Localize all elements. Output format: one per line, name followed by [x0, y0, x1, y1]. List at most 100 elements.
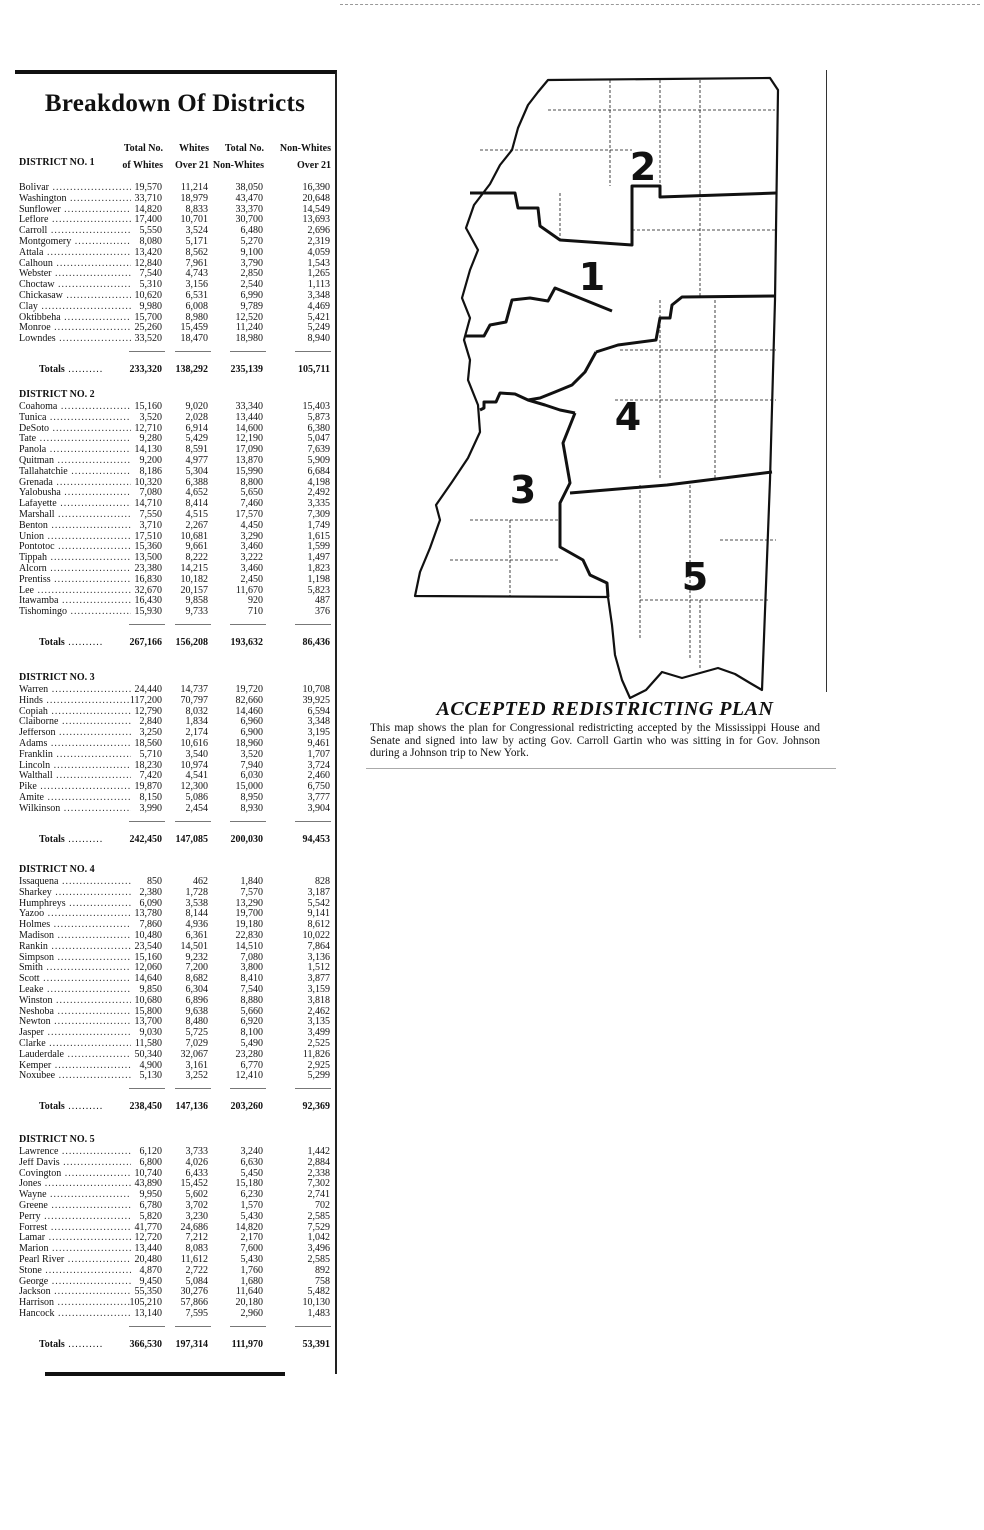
county-name: Washington: [19, 194, 131, 205]
total-whites: 12,060: [134, 962, 163, 974]
total-whites: 7,550: [139, 508, 163, 520]
sum-rule: [19, 1320, 331, 1338]
county-name: Leake: [19, 985, 131, 996]
nonwhites-over-21: 16,390: [302, 182, 331, 193]
whites-over-21: 8,682: [185, 973, 209, 985]
whites-over-21: 70,797: [180, 694, 209, 706]
county-row: Attala 13,420 8,562 9,100 4,059: [19, 247, 331, 259]
county-name: Yalobusha: [19, 488, 131, 499]
county-name: Issaquena: [19, 877, 131, 888]
totals-nonwhites: 203,260: [230, 1101, 264, 1113]
whites-over-21: 5,171: [185, 235, 209, 247]
total-whites: 3,990: [139, 802, 163, 814]
county-row: Lamar 12,720 7,212 2,170 1,042: [19, 1233, 331, 1244]
total-whites: 6,780: [139, 1199, 163, 1211]
whites-over-21: 10,974: [180, 759, 209, 771]
totals-nonwhites-over-21: 53,391: [302, 1338, 331, 1350]
total-nonwhites: 6,960: [240, 716, 264, 728]
total-whites: 2,840: [139, 716, 163, 728]
county-row: Adams 18,560 10,616 18,960 9,461: [19, 738, 331, 750]
totals-nonwhites: 235,139: [230, 363, 264, 375]
total-nonwhites: 33,370: [235, 203, 264, 215]
county-row: Issaquena 850 462 1,840 828: [19, 876, 331, 888]
whites-over-21: 2,267: [185, 519, 209, 531]
whites-over-21: 3,156: [185, 279, 209, 291]
county-name: Calhoun: [19, 259, 131, 270]
county-name: Coahoma: [19, 402, 131, 413]
county-name: Noxubee: [19, 1071, 131, 1082]
county-name: George: [19, 1277, 131, 1288]
whites-over-21: 14,215: [180, 562, 209, 574]
total-whites: 3,520: [139, 411, 163, 423]
county-row: Pearl River 20,480 11,612 5,430 2,585: [19, 1254, 331, 1266]
county-lines: [450, 80, 776, 670]
county-name: Lamar: [19, 1233, 131, 1244]
district-boundary: [569, 470, 773, 495]
total-whites: 13,500: [134, 552, 163, 564]
total-whites: 7,540: [139, 268, 163, 280]
county-row: Marion 13,440 8,083 7,600 3,496: [19, 1243, 331, 1255]
total-whites: 105,210: [129, 1297, 163, 1309]
total-whites: 9,450: [139, 1275, 163, 1287]
whites-over-21: 10,182: [180, 573, 209, 585]
county-row: Marshall 7,550 4,515 17,570 7,309: [19, 508, 331, 521]
total-whites: 11,580: [134, 1037, 162, 1049]
county-row: Holmes 7,860 4,936 19,180 8,612: [19, 919, 331, 931]
nonwhites-over-21: 15,403: [302, 401, 331, 412]
total-nonwhites: 2,850: [240, 268, 264, 280]
district-boundary: [527, 398, 576, 415]
county-row: Benton 3,710 2,267 4,450 1,749: [19, 519, 331, 532]
county-name: Franklin: [19, 750, 131, 761]
nonwhites-over-21: 3,777: [307, 791, 331, 803]
nonwhites-over-21: 6,380: [307, 422, 331, 434]
nonwhites-over-21: 1,543: [307, 257, 331, 269]
district-heading: DISTRICT NO. 4: [19, 864, 331, 876]
totals-row: Totals 242,450 147,085 200,030 94,453: [19, 833, 331, 847]
county-row: Grenada 10,320 6,388 8,800 4,198: [19, 476, 331, 489]
whites-over-21: 4,515: [185, 508, 209, 520]
county-row: Prentiss 16,830 10,182 2,450 1,198: [19, 573, 331, 586]
total-whites: 18,230: [134, 759, 163, 771]
county-name: Lafayette: [19, 499, 131, 510]
nonwhites-over-21: 1,198: [307, 573, 331, 585]
total-nonwhites: 43,470: [235, 192, 264, 204]
total-nonwhites: 11,640: [235, 1286, 263, 1298]
total-whites: 9,980: [139, 300, 163, 312]
county-name: Lawrence: [19, 1147, 131, 1158]
totals-whites: 233,320: [129, 363, 163, 375]
total-nonwhites: 8,800: [240, 476, 264, 488]
county-name: Walthall: [19, 771, 131, 782]
total-nonwhites: 3,520: [240, 748, 264, 760]
nonwhites-over-21: 10,022: [302, 929, 331, 941]
sum-rule: [19, 345, 331, 363]
total-nonwhites: 14,510: [235, 940, 264, 952]
county-row: Lafayette 14,710 8,414 7,460 3,335: [19, 498, 331, 510]
county-row: Carroll 5,550 3,524 6,480 2,696: [19, 225, 331, 237]
county-row: Lee 32,670 20,157 11,670 5,823: [19, 585, 331, 597]
whites-over-21: 9,638: [185, 1005, 209, 1017]
nonwhites-over-21: 4,469: [307, 300, 331, 312]
nonwhites-over-21: 6,684: [307, 465, 331, 477]
county-name: Lee: [19, 586, 131, 597]
total-nonwhites: 9,789: [240, 300, 264, 312]
total-whites: 5,130: [139, 1070, 163, 1082]
whites-over-21: 15,459: [180, 322, 209, 334]
total-nonwhites: 15,180: [235, 1178, 264, 1190]
county-name: Tate: [19, 434, 131, 445]
county-row: Sunflower 14,820 8,833 33,370 14,549: [19, 203, 331, 216]
nonwhites-over-21: 1,707: [307, 748, 331, 760]
whites-over-21: 3,252: [185, 1070, 209, 1082]
county-row: Covington 10,740 6,433 5,450 2,338: [19, 1168, 331, 1180]
county-row: Warren 24,440 14,737 19,720 10,708: [19, 684, 331, 696]
county-row: Franklin 5,710 3,540 3,520 1,707: [19, 748, 331, 761]
county-row: Coahoma 15,160 9,020 33,340 15,403: [19, 401, 331, 413]
total-nonwhites: 38,050: [235, 182, 264, 193]
total-nonwhites: 5,650: [240, 487, 264, 499]
whites-over-21: 9,858: [185, 595, 209, 607]
whites-over-21: 7,200: [185, 962, 209, 974]
district-section-2: DISTRICT NO. 2 Coahoma 15,160 9,020 33,3…: [19, 389, 331, 650]
county-row: Pontotoc 15,360 9,661 3,460 1,599: [19, 542, 331, 553]
county-name: Jeff Davis: [19, 1158, 131, 1169]
nonwhites-over-21: 5,249: [307, 322, 331, 334]
whites-over-21: 10,681: [180, 530, 209, 542]
